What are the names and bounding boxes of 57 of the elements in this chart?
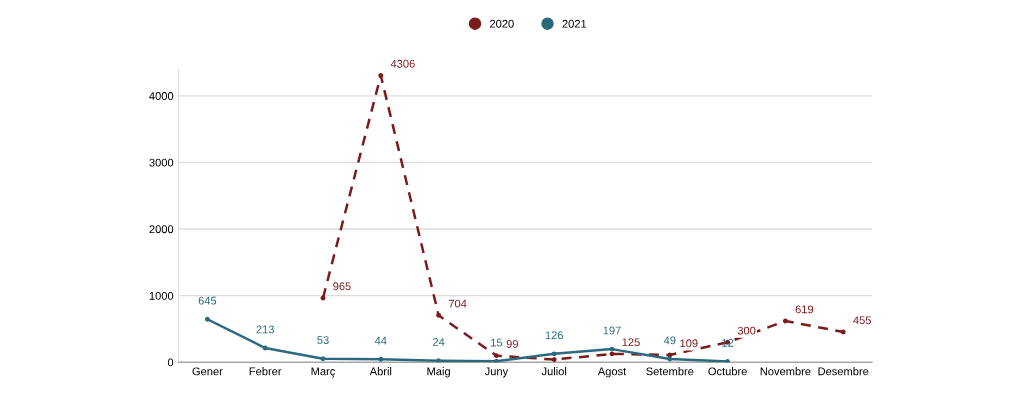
data-label: 99	[506, 340, 518, 348]
x-tick-label: Abril	[369, 367, 392, 376]
data-label: 125	[622, 338, 640, 347]
point	[262, 345, 268, 351]
data-label: 12	[722, 338, 734, 347]
x-tick-label: Octubre	[708, 367, 747, 376]
y-tick-label: 0	[167, 358, 174, 367]
point	[551, 351, 557, 357]
x-tick-label: Març	[311, 367, 336, 378]
y-tick-label: 2000	[149, 225, 174, 234]
point	[782, 318, 788, 324]
data-label: 4306	[390, 59, 415, 68]
data-label: 619	[795, 305, 814, 314]
point	[493, 358, 499, 363]
point	[725, 358, 731, 363]
point	[320, 295, 326, 301]
data-label: 645	[198, 296, 217, 305]
y-tick-label: 1000	[149, 291, 174, 300]
legend-label: 2021	[562, 19, 587, 28]
x-tick-label: Febrer	[249, 367, 282, 376]
data-label: 965	[333, 282, 351, 291]
point	[320, 356, 326, 362]
data-label: 53	[317, 336, 329, 344]
x-tick-label: Gener	[192, 367, 223, 376]
point	[378, 73, 384, 78]
data-label: 15	[491, 338, 503, 347]
point	[667, 352, 673, 358]
data-label: 213	[256, 325, 274, 334]
data-label: 300	[737, 326, 756, 335]
y-tick-label: 3000	[149, 158, 174, 167]
point	[667, 356, 673, 362]
x-tick-label: Juny	[484, 367, 509, 378]
x-tick-label: Agost	[597, 367, 627, 378]
point	[378, 356, 384, 362]
x-tick-label: Novembre	[760, 367, 811, 376]
point	[436, 312, 442, 318]
point	[436, 358, 442, 363]
data-label: 109	[680, 339, 698, 348]
data-label: 126	[545, 331, 563, 340]
data-label: 455	[853, 316, 871, 325]
data-label: 49	[663, 336, 676, 345]
y-tick-label: 4000	[149, 92, 174, 100]
point	[840, 329, 846, 335]
data-label: 24	[432, 338, 445, 346]
data-label: 44	[374, 336, 387, 345]
point	[609, 351, 615, 357]
point	[609, 346, 615, 352]
x-tick-label: Juliol	[541, 367, 567, 376]
point	[551, 357, 557, 362]
legend-label: 2020	[490, 19, 514, 28]
point	[204, 316, 210, 322]
x-tick-label: Setembre	[646, 367, 694, 376]
x-tick-label: Maig	[427, 367, 450, 378]
x-tick-label: Desembre	[818, 367, 869, 376]
data-label: 704	[448, 299, 467, 308]
data-label: 197	[603, 326, 621, 335]
point	[493, 353, 499, 359]
